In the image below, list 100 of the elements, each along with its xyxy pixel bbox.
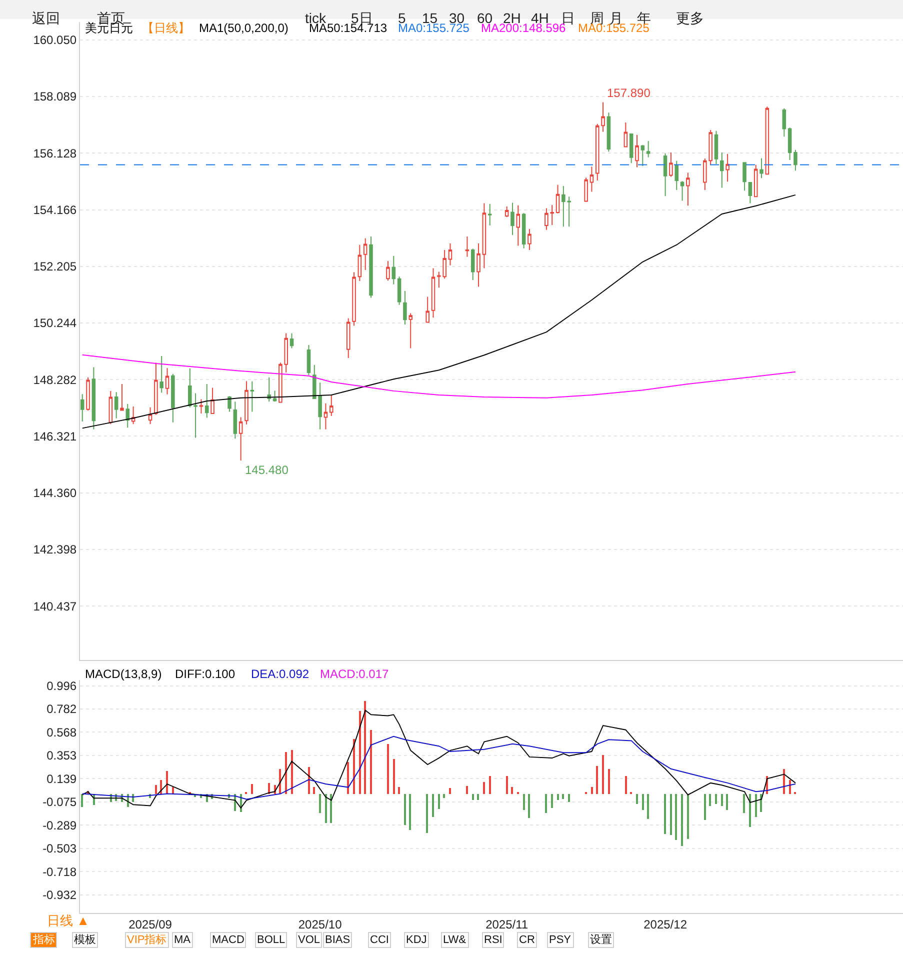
y-tick-label: 0.139 xyxy=(46,772,77,786)
y-tick-label: 152.205 xyxy=(33,260,77,274)
candlestick xyxy=(624,122,628,148)
y-tick-label: 160.050 xyxy=(33,33,77,48)
bar xyxy=(370,730,372,794)
bar xyxy=(409,794,411,830)
text: PSY xyxy=(549,934,572,946)
candlestick xyxy=(765,106,770,175)
bar xyxy=(789,780,791,794)
y-tick-label: -0.932 xyxy=(42,888,77,902)
bar xyxy=(545,794,547,813)
candlestick xyxy=(403,290,407,326)
bar xyxy=(755,794,757,817)
y-tick-label: 148.282 xyxy=(33,372,77,387)
candlestick xyxy=(782,108,786,138)
candlestick xyxy=(465,236,470,258)
bar xyxy=(670,794,672,835)
bar xyxy=(404,794,406,825)
text: 指标 xyxy=(32,934,55,946)
line-series xyxy=(82,736,796,800)
bar xyxy=(511,787,513,794)
bar xyxy=(398,787,400,794)
bar xyxy=(721,794,723,806)
text: VIP指标 xyxy=(127,934,167,946)
y-tick-label: 140.437 xyxy=(33,599,77,614)
bar xyxy=(483,782,485,794)
bar xyxy=(364,701,366,794)
candlestick xyxy=(726,153,730,182)
bar xyxy=(387,744,389,794)
bar xyxy=(568,794,570,802)
candlestick xyxy=(199,398,204,414)
bar xyxy=(687,794,689,839)
candlestick xyxy=(250,380,254,412)
candlestick xyxy=(80,394,84,422)
annotation: 年 xyxy=(637,10,651,26)
y-tick-label: 0.996 xyxy=(46,679,77,694)
candlestick xyxy=(238,416,243,462)
bar xyxy=(704,794,706,820)
bar xyxy=(664,794,666,834)
text: VOL xyxy=(298,934,320,946)
candlestick xyxy=(154,362,158,416)
candlestick xyxy=(108,390,113,425)
annotation: 157.890 xyxy=(607,86,651,100)
candlestick xyxy=(329,394,334,417)
candlestick xyxy=(584,177,588,202)
candlestick xyxy=(516,204,520,246)
candlestick xyxy=(363,238,368,270)
bar xyxy=(466,786,468,794)
candlestick xyxy=(392,255,396,285)
bar xyxy=(472,794,474,800)
bar xyxy=(443,794,445,798)
annotation: 周 xyxy=(590,10,604,26)
candlestick xyxy=(488,203,492,226)
bar xyxy=(432,794,434,817)
candlestick xyxy=(165,368,170,395)
candlestick xyxy=(148,406,152,425)
candlestick xyxy=(482,202,486,269)
candlestick xyxy=(358,244,362,282)
y-tick-label: -0.718 xyxy=(42,864,77,879)
x-tick-label: 2025/12 xyxy=(644,917,688,932)
y-tick-label: 154.166 xyxy=(33,202,77,217)
text: CR xyxy=(519,934,535,946)
bar xyxy=(330,794,332,823)
candlestick xyxy=(714,130,718,165)
candlestick xyxy=(86,376,90,412)
candlestick xyxy=(635,134,639,168)
y-tick-label: 146.321 xyxy=(33,429,77,444)
bar xyxy=(749,794,751,827)
bar xyxy=(291,750,293,794)
bar xyxy=(528,794,530,818)
candlestick xyxy=(126,403,130,428)
candlestick xyxy=(114,392,118,419)
text: DIFF:0.100 xyxy=(175,667,236,681)
text: 设置 xyxy=(590,934,612,946)
text: RSI xyxy=(484,934,502,946)
bar xyxy=(438,794,440,809)
candlestick xyxy=(760,158,764,179)
candlestick xyxy=(720,152,724,188)
candlestick xyxy=(476,242,480,288)
bar xyxy=(172,787,174,794)
annotation: 145.480 xyxy=(245,463,289,477)
candlestick xyxy=(204,384,209,418)
bar xyxy=(642,794,644,810)
bar xyxy=(608,769,610,794)
line-series xyxy=(82,194,796,429)
bar xyxy=(760,794,762,812)
y-tick-label: 0.353 xyxy=(46,748,77,763)
line-series xyxy=(82,710,796,808)
candlestick xyxy=(686,172,690,206)
legend-title: MA1(50,0,200,0) xyxy=(199,21,288,35)
bar xyxy=(325,794,327,823)
bar xyxy=(268,783,270,794)
x-tick-label: 2025/09 xyxy=(128,917,172,932)
bar xyxy=(347,762,349,794)
text: MACD xyxy=(212,934,244,946)
candlestick xyxy=(306,344,311,376)
text: DEA:0.092 xyxy=(251,667,310,681)
candlestick xyxy=(228,396,232,412)
text: BIAS xyxy=(325,934,350,946)
bar xyxy=(166,771,168,794)
